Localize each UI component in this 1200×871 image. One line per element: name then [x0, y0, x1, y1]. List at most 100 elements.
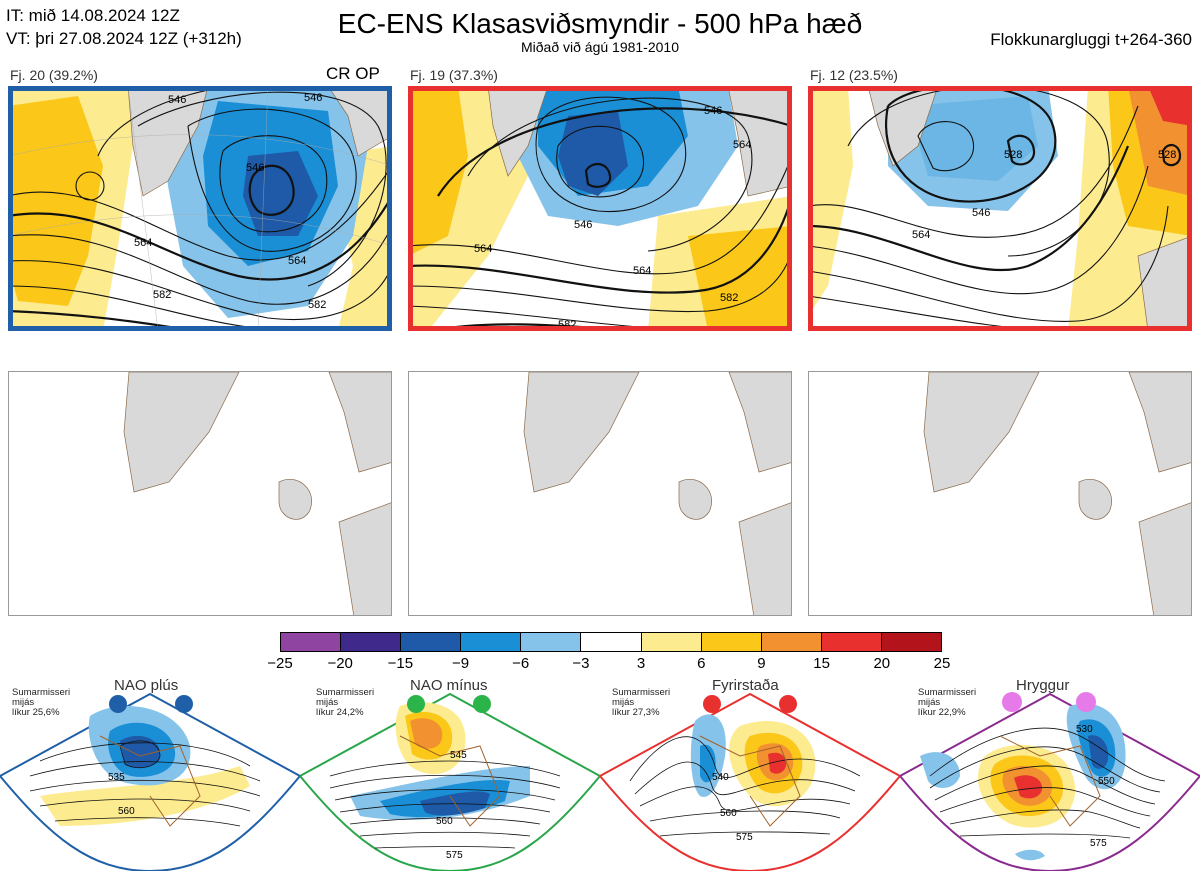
contour-label: 564: [474, 243, 492, 255]
regime-3-desc: Sumarmisseri mijás líkur 27,3%: [612, 687, 671, 718]
contour-label: 528: [1158, 149, 1176, 161]
regime-1-title: NAO plús: [114, 677, 179, 694]
colorbar-tick-label: 6: [697, 655, 706, 672]
anomaly-shading: [408, 86, 792, 331]
cluster-3-label: Fj. 12 (23.5%): [810, 67, 898, 83]
cluster-map-1: 546 546 546 564 564 582 582: [8, 86, 392, 331]
cluster-1-label: Fj. 20 (39.2%): [10, 67, 98, 83]
colorbar-cell: [821, 633, 882, 651]
header-times: IT: mið 14.08.2024 12Z VT: þri 27.08.202…: [6, 4, 242, 50]
colorbar-cell: [761, 633, 822, 651]
contour-label: 528: [1004, 149, 1022, 161]
contour-label: 546: [972, 207, 990, 219]
contour-label: 546: [246, 162, 264, 174]
contour-label: 546: [704, 105, 722, 117]
land-masses: [487, 86, 792, 197]
contour-label: 545: [450, 750, 467, 761]
contour-label: 564: [733, 139, 751, 151]
contour-label: 560: [720, 808, 737, 819]
colorbar-cell: [641, 633, 702, 651]
regime-1-dot: [109, 695, 127, 713]
regime-3-title: Fyrirstaða: [712, 677, 779, 694]
regime-2-title: NAO mínus: [410, 677, 488, 694]
regime-4-dot: [1002, 692, 1022, 712]
contour-label: 546: [574, 219, 592, 231]
land-masses: [127, 86, 392, 197]
init-time: IT: mið 14.08.2024 12Z: [6, 6, 180, 25]
colorbar-cell: [401, 633, 462, 651]
contour-label: 564: [134, 237, 152, 249]
colorbar-cell: [581, 633, 642, 651]
contour-label: 546: [168, 94, 186, 106]
regime-2-map: 545 560 575: [300, 692, 600, 871]
regime-4-dot: [1076, 692, 1096, 712]
contour-label: 582: [308, 299, 326, 311]
colorbar-cell: [461, 633, 522, 651]
colorbar-tick-label: −9: [451, 655, 470, 672]
colorbar-tick-label: 9: [757, 655, 766, 672]
contour-labels: 528 546 564 528: [912, 149, 1176, 241]
height-contours: [8, 86, 392, 331]
colorbar-tick-label: −6: [512, 655, 530, 672]
regime-panels: Sumarmisseri mijás líkur 25,6% NAO plús 53…: [0, 676, 1200, 871]
contour-label: 575: [446, 850, 463, 861]
colorbar-tick-label: 3: [636, 655, 646, 672]
colorbar-tick-label: −3: [572, 655, 590, 672]
contour-label: 540: [712, 772, 729, 783]
colorbar-tick-label: −25: [267, 655, 293, 672]
regime-2-desc: Sumarmisseri mijás líkur 24,2%: [316, 687, 375, 718]
contour-labels: 546 546 546 564 564 582 582: [134, 92, 326, 311]
cluster-2-label: Fj. 19 (37.3%): [410, 67, 498, 83]
contour-label: 546: [304, 92, 322, 104]
colorbar-ticks: −25 −20 −15 −9 −6 −3 3 6 9 15 20 25: [260, 655, 960, 675]
contour-label: 530: [1076, 724, 1093, 735]
page-subtitle: Miðað við ágú 1981-2010: [520, 39, 679, 55]
contour-label: 575: [1090, 838, 1107, 849]
regime-3-dot: [703, 695, 721, 713]
regime-4-desc: Sumarmisseri mijás líkur 22,9%: [918, 687, 977, 718]
contour-label: 564: [912, 229, 930, 241]
regime-4-title: Hryggur: [1016, 677, 1070, 694]
contour-label: 560: [118, 806, 135, 817]
page-title: EC-ENS Klasasviðsmyndir - 500 hPa hæð: [337, 8, 863, 39]
colorbar-tick-label: 20: [873, 655, 891, 672]
valid-time: VT: þri 27.08.2024 12Z (+312h): [6, 29, 242, 48]
colorbar-tick-label: 25: [933, 655, 951, 672]
colorbar-tick-label: −20: [327, 655, 353, 672]
height-contours: [808, 86, 1182, 331]
regime-1-map: 535 560: [0, 692, 300, 871]
colorbar: [280, 632, 942, 652]
colorbar-cell: [281, 633, 342, 651]
regime-3-map: 540 560 575: [600, 692, 900, 871]
colorbar-cell: [881, 633, 942, 651]
graticule: [8, 86, 392, 331]
regime-2-dot: [407, 695, 425, 713]
regime-2-dot: [473, 695, 491, 713]
regime-1-dot: [175, 695, 193, 713]
anomaly-shading: [8, 86, 392, 331]
regime-1-desc: Sumarmisseri mijás líkur 25,6%: [12, 687, 71, 718]
cluster-map-3: 528 546 564 528: [808, 86, 1192, 331]
colorbar-cell: [701, 633, 762, 651]
empty-map-3: [808, 371, 1192, 616]
regime-4-map: 530 550 575: [900, 692, 1200, 871]
regime-3-dot: [779, 695, 797, 713]
land-masses: [867, 86, 1192, 331]
contour-label: 564: [288, 255, 306, 267]
colorbar-tick-label: 15: [813, 655, 830, 672]
classification-window: Flokkunargluggi t+264-360: [990, 30, 1192, 49]
colorbar-cell: [341, 633, 402, 651]
contour-label: 575: [736, 832, 753, 843]
cluster-map-2: 546 546 564 564 582 582 564: [408, 86, 792, 331]
contour-labels: 546 546 564 564 582 582 564: [474, 105, 751, 331]
colorbar-cell: [521, 633, 582, 651]
cluster-1-marker: CR OP: [326, 64, 380, 83]
contour-label: 564: [633, 265, 651, 277]
empty-map-1: [8, 371, 392, 616]
contour-label: 535: [108, 772, 125, 783]
empty-map-2: [408, 371, 792, 616]
contour-label: 582: [720, 292, 738, 304]
contour-label: 550: [1098, 776, 1115, 787]
contour-label: 560: [436, 816, 453, 827]
contour-label: 582: [153, 289, 171, 301]
